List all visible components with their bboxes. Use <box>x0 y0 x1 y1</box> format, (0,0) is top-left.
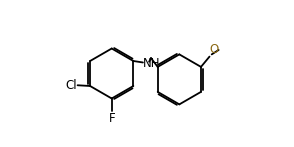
Text: O: O <box>210 43 219 56</box>
Text: NH: NH <box>143 57 161 70</box>
Text: Cl: Cl <box>66 79 77 92</box>
Text: F: F <box>108 112 115 125</box>
